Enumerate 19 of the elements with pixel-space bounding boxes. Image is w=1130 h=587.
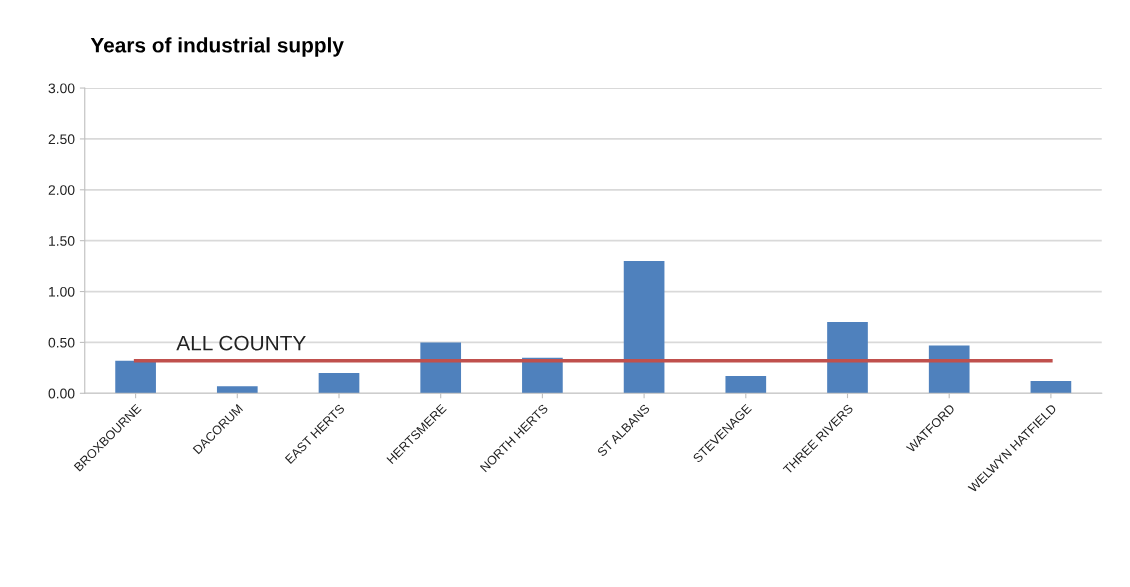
y-tick-label: 0.50 (48, 337, 75, 348)
y-tick-label: 1.00 (49, 286, 75, 297)
bar (827, 322, 868, 394)
y-tick-label: 3.00 (48, 83, 75, 94)
bar (1030, 381, 1072, 394)
y-tick-label: 2.00 (48, 185, 75, 195)
y-tick-label: 1.50 (49, 236, 75, 246)
chart-title: Years of industrial supply (90, 37, 344, 57)
bar (318, 372, 360, 394)
bar (420, 342, 462, 394)
bar (928, 345, 970, 394)
series-label: ALL COUNTY (176, 335, 306, 351)
y-tick-label: 2.50 (48, 134, 75, 145)
y-tick-label: 0.00 (48, 388, 75, 399)
bar (522, 357, 563, 394)
bar (725, 375, 767, 394)
bar (216, 386, 258, 394)
bar (623, 261, 665, 394)
bar (115, 360, 156, 394)
